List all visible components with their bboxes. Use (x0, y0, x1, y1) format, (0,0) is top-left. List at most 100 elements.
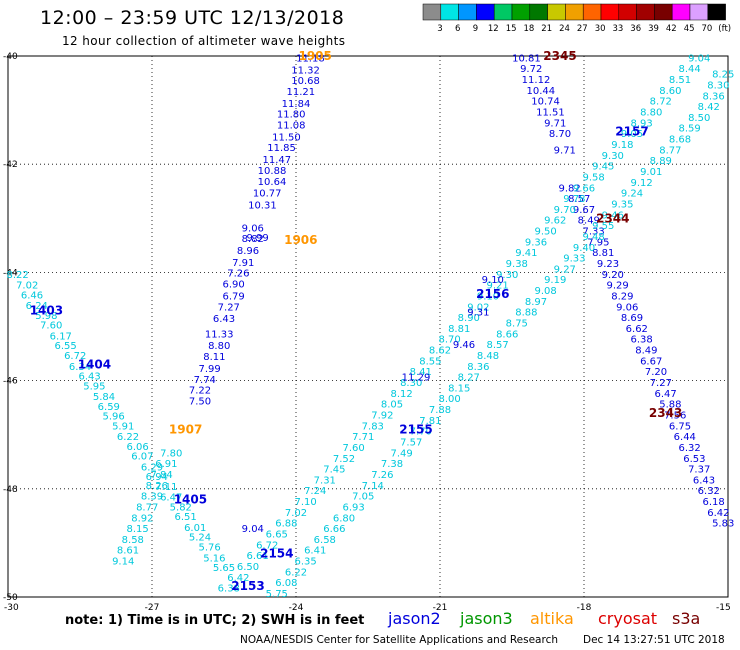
wave-height-point: 6.79 (222, 291, 244, 302)
wave-height-point: 9.14 (112, 557, 134, 568)
colorbar-label: 36 (630, 24, 641, 34)
wave-height-point: 7.02 (285, 508, 307, 519)
wave-height-point: 5.75 (266, 589, 288, 600)
wave-height-point: 8.11 (203, 352, 225, 363)
colorbar-swatch (654, 3, 673, 21)
pass-time-label: 2155 (399, 422, 432, 436)
wave-height-point: 10.44 (526, 86, 555, 97)
wave-height-point: 9.27 (554, 264, 576, 275)
wave-height-point: 6.88 (275, 519, 297, 530)
legend-jason3: jason3 (460, 609, 513, 628)
pass-time-label: 2153 (231, 579, 264, 593)
wave-height-point: 11.50 (272, 132, 301, 143)
wave-height-point: 6.07 (131, 452, 153, 463)
footer-timestamp: Dec 14 13:27:51 UTC 2018 (583, 634, 725, 646)
wave-height-point: 9.23 (597, 259, 619, 270)
wave-height-point: 9.66 (573, 183, 595, 194)
wave-height-point: 6.94 (146, 472, 168, 483)
colorbar-swatch (671, 3, 691, 21)
wave-height-point: 8.68 (669, 135, 691, 146)
wave-height-point: 10.68 (291, 76, 320, 87)
wave-height-point: 5.98 (35, 311, 57, 322)
wave-height-point: 8.30 (707, 80, 729, 91)
wave-height-point: 8.00 (438, 394, 460, 405)
wave-height-point: 7.37 (688, 465, 710, 476)
wave-height-point: 8.70 (438, 335, 460, 346)
wave-height-point: 10.64 (258, 177, 287, 188)
wave-height-point: 7.27 (650, 378, 672, 389)
wave-height-point: 11.18 (296, 53, 325, 64)
wave-height-point: 7.05 (352, 492, 374, 503)
wave-height-point: 8.39 (141, 492, 163, 503)
wave-height-point: 6.93 (342, 502, 364, 513)
wave-height-point: 7.11 (155, 482, 177, 493)
wave-height-point: 10.81 (512, 53, 541, 64)
wave-height-point: 7.88 (429, 405, 451, 416)
colorbar-swatch (511, 3, 531, 21)
wave-height-point: 7.31 (314, 475, 336, 486)
wave-height-point: 8.81 (448, 324, 470, 335)
wave-height-point: 8.51 (669, 75, 691, 86)
legend-altika: altika (530, 609, 574, 628)
pass-time-label: 2154 (260, 547, 293, 561)
wave-height-point: 7.33 (582, 227, 604, 238)
wave-height-point: 10.31 (248, 201, 277, 212)
legend-s3a: s3a (672, 609, 701, 628)
wave-height-point: 8.89 (650, 156, 672, 167)
wave-height-point: 6.50 (237, 562, 259, 573)
colorbar-label: 30 (595, 24, 606, 34)
wave-height-point: 6.62 (626, 324, 648, 335)
wave-height-point: 8.49 (635, 346, 657, 357)
wave-height-point: 8.92 (131, 513, 153, 524)
pass-time-label: 1906 (284, 233, 317, 247)
wave-height-point: 7.91 (232, 258, 254, 269)
wave-height-point: 9.10 (482, 275, 504, 286)
wave-height-point: 8.81 (592, 248, 614, 259)
x-tick-label: -24 (289, 603, 304, 613)
wave-height-point: 8.30 (400, 378, 422, 389)
wave-height-point: 9.04 (688, 53, 710, 64)
wave-height-point: 8.44 (678, 64, 700, 75)
wave-height-point: 8.80 (640, 108, 662, 119)
chart-subtitle: 12 hour collection of altimeter wave hei… (62, 34, 346, 48)
wave-height-point: 11.51 (536, 108, 565, 119)
wave-height-point: 6.34 (69, 362, 91, 373)
wave-height-point: 9.24 (621, 189, 643, 200)
wave-height-point: 9.05 (621, 129, 643, 140)
colorbar-swatch (440, 3, 459, 21)
x-tick-label: -27 (145, 603, 160, 613)
wave-height-point: 8.90 (458, 313, 480, 324)
wave-height-point: 6.80 (333, 513, 355, 524)
wave-height-point: 6.51 (174, 512, 196, 523)
colorbar-swatch (422, 3, 442, 21)
y-tick-label: -44 (3, 268, 18, 278)
colorbar-swatch (689, 3, 709, 21)
wave-height-point: 7.70 (410, 427, 432, 438)
wave-height-point: 9.06 (242, 223, 264, 234)
wave-height-point: 7.50 (189, 396, 211, 407)
colorbar-swatch (529, 3, 548, 21)
y-tick-label-bottom: -50 (3, 593, 18, 603)
wave-height-point: 8.97 (525, 297, 547, 308)
wave-height-point: 9.30 (496, 270, 518, 281)
wave-height-point: 9.30 (602, 151, 624, 162)
wave-height-point: 5.83 (712, 519, 734, 530)
pass-time-label: 1404 (78, 357, 111, 371)
pass-time-label: 1905 (298, 49, 331, 63)
wave-height-point: 11.29 (402, 373, 431, 384)
wave-height-point: 9.29 (606, 281, 628, 292)
wave-height-point: 9.71 (554, 145, 576, 156)
colorbar-label: 9 (473, 24, 478, 34)
wave-height-point: 7.14 (362, 481, 384, 492)
wave-height-point: 9.71 (544, 118, 566, 129)
wave-height-point: 9.55 (592, 221, 614, 232)
wave-height-point: 8.62 (429, 346, 451, 357)
wave-height-point: 8.05 (381, 400, 403, 411)
wave-height-point: 6.24 (26, 301, 48, 312)
wave-height-point: 9.78 (563, 194, 585, 205)
wave-height-point: 9.62 (544, 216, 566, 227)
wave-height-point: 7.92 (371, 410, 393, 421)
pass-time-label: 2343 (649, 406, 682, 420)
pass-time-label: 2156 (476, 287, 509, 301)
wave-height-point: 6.44 (674, 432, 696, 443)
